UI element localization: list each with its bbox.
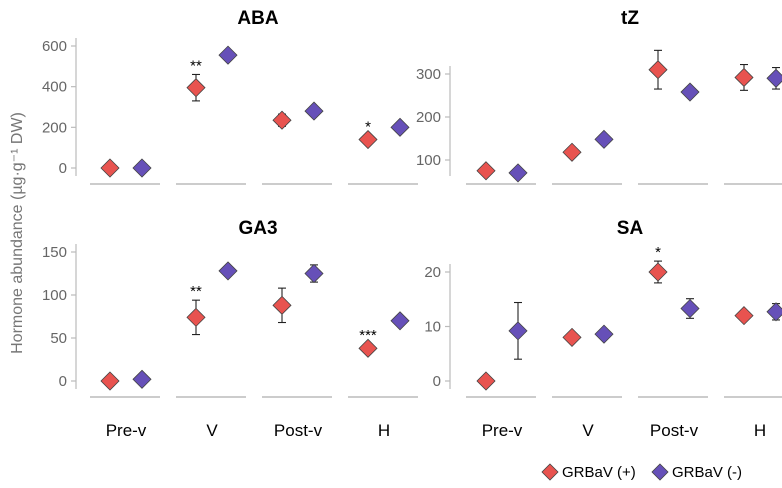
y-axis-label: Hormone abundance (µg·g⁻¹ DW) bbox=[9, 112, 26, 354]
x-tick-label: H bbox=[378, 421, 390, 440]
point-minus-post-v bbox=[305, 102, 323, 120]
point-plus-v bbox=[563, 328, 581, 346]
point-plus-post-v bbox=[649, 61, 667, 79]
y-tick-label: 0 bbox=[59, 373, 67, 390]
significance-marker: ** bbox=[190, 57, 202, 74]
point-plus-pre-v bbox=[101, 372, 119, 390]
point-plus-v bbox=[563, 143, 581, 161]
legend-swatch-plus bbox=[542, 464, 558, 480]
point-minus-v bbox=[219, 46, 237, 64]
panel-tz: tZ 100 200 300 bbox=[416, 8, 782, 184]
point-plus-post-v bbox=[273, 111, 291, 129]
legend: GRBaV (+) GRBaV (-) bbox=[542, 464, 742, 481]
legend-swatch-minus bbox=[652, 464, 668, 480]
panels: ABA0200400600***tZ100200300GA3050100150*… bbox=[42, 8, 782, 440]
significance-marker: * bbox=[365, 118, 371, 135]
legend-label-minus: GRBaV (-) bbox=[672, 464, 742, 481]
y-tick-label: 200 bbox=[42, 119, 67, 136]
x-tick-label: V bbox=[582, 421, 594, 440]
point-minus-post-v bbox=[305, 265, 323, 283]
significance-marker: *** bbox=[359, 327, 377, 344]
panel-title-aba: ABA bbox=[237, 8, 278, 29]
y-tick-label: 100 bbox=[42, 287, 67, 304]
x-tick-label: Post-v bbox=[650, 421, 699, 440]
point-minus-post-v bbox=[681, 83, 699, 101]
point-minus-h bbox=[391, 312, 409, 330]
y-tick-label: 400 bbox=[42, 79, 67, 96]
y-tick-label: 150 bbox=[42, 244, 67, 261]
x-tick-label: Post-v bbox=[274, 421, 323, 440]
significance-marker: ** bbox=[190, 283, 202, 300]
point-plus-pre-v bbox=[477, 162, 495, 180]
point-minus-pre-v bbox=[509, 164, 527, 182]
point-minus-h bbox=[767, 303, 782, 321]
point-plus-h bbox=[735, 68, 753, 86]
point-minus-v bbox=[595, 130, 613, 148]
point-plus-v bbox=[187, 308, 205, 326]
point-plus-post-v bbox=[273, 296, 291, 314]
y-tick-label: 200 bbox=[416, 109, 441, 126]
point-minus-h bbox=[391, 118, 409, 136]
y-tick-label: 600 bbox=[42, 38, 67, 55]
legend-label-plus: GRBaV (+) bbox=[562, 464, 636, 481]
panel-title-tz: tZ bbox=[621, 8, 639, 29]
point-minus-pre-v bbox=[509, 322, 527, 340]
point-plus-v bbox=[187, 79, 205, 97]
point-plus-pre-v bbox=[101, 159, 119, 177]
point-minus-pre-v bbox=[133, 370, 151, 388]
y-tick-label: 20 bbox=[424, 264, 441, 281]
panel-title-sa: SA bbox=[617, 218, 644, 239]
x-tick-label: Pre-v bbox=[106, 421, 147, 440]
x-tick-label: V bbox=[206, 421, 218, 440]
point-plus-post-v bbox=[649, 263, 667, 281]
x-tick-label: H bbox=[754, 421, 766, 440]
point-minus-h bbox=[767, 69, 782, 87]
panel-sa: SA 0 10 20 * Pre-v V Post-v H bbox=[424, 218, 782, 440]
point-minus-post-v bbox=[681, 300, 699, 318]
x-tick-label: Pre-v bbox=[482, 421, 523, 440]
point-minus-pre-v bbox=[133, 159, 151, 177]
y-tick-label: 0 bbox=[59, 160, 67, 177]
significance-marker: * bbox=[655, 244, 661, 261]
point-plus-pre-v bbox=[477, 372, 495, 390]
y-tick-label: 300 bbox=[416, 66, 441, 83]
y-tick-label: 50 bbox=[50, 330, 67, 347]
y-tick-label: 10 bbox=[424, 319, 441, 336]
panel-title-ga3: GA3 bbox=[238, 218, 277, 239]
point-minus-v bbox=[219, 262, 237, 280]
y-tick-label: 100 bbox=[416, 152, 441, 169]
point-minus-v bbox=[595, 325, 613, 343]
point-plus-h bbox=[735, 307, 753, 325]
y-tick-label: 0 bbox=[433, 373, 441, 390]
